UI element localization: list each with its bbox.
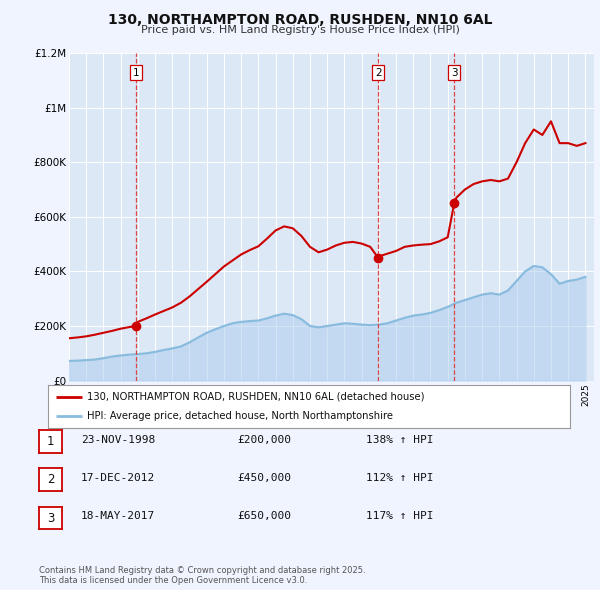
Text: £200,000: £200,000 (237, 435, 291, 444)
Text: 138% ↑ HPI: 138% ↑ HPI (366, 435, 433, 444)
Text: Contains HM Land Registry data © Crown copyright and database right 2025.
This d: Contains HM Land Registry data © Crown c… (39, 566, 365, 585)
Text: 18-MAY-2017: 18-MAY-2017 (81, 512, 155, 521)
Text: £650,000: £650,000 (237, 512, 291, 521)
Text: 130, NORTHAMPTON ROAD, RUSHDEN, NN10 6AL (detached house): 130, NORTHAMPTON ROAD, RUSHDEN, NN10 6AL… (87, 392, 425, 402)
Text: 3: 3 (47, 512, 54, 525)
Text: 2: 2 (47, 473, 54, 486)
Text: 130, NORTHAMPTON ROAD, RUSHDEN, NN10 6AL: 130, NORTHAMPTON ROAD, RUSHDEN, NN10 6AL (108, 13, 492, 27)
Text: £450,000: £450,000 (237, 473, 291, 483)
Text: 112% ↑ HPI: 112% ↑ HPI (366, 473, 433, 483)
Text: 1: 1 (133, 68, 139, 78)
Text: 23-NOV-1998: 23-NOV-1998 (81, 435, 155, 444)
Text: 3: 3 (451, 68, 458, 78)
Text: 1: 1 (47, 435, 54, 448)
Text: 17-DEC-2012: 17-DEC-2012 (81, 473, 155, 483)
Text: 2: 2 (375, 68, 382, 78)
Text: Price paid vs. HM Land Registry's House Price Index (HPI): Price paid vs. HM Land Registry's House … (140, 25, 460, 35)
Text: 117% ↑ HPI: 117% ↑ HPI (366, 512, 433, 521)
Text: HPI: Average price, detached house, North Northamptonshire: HPI: Average price, detached house, Nort… (87, 411, 393, 421)
